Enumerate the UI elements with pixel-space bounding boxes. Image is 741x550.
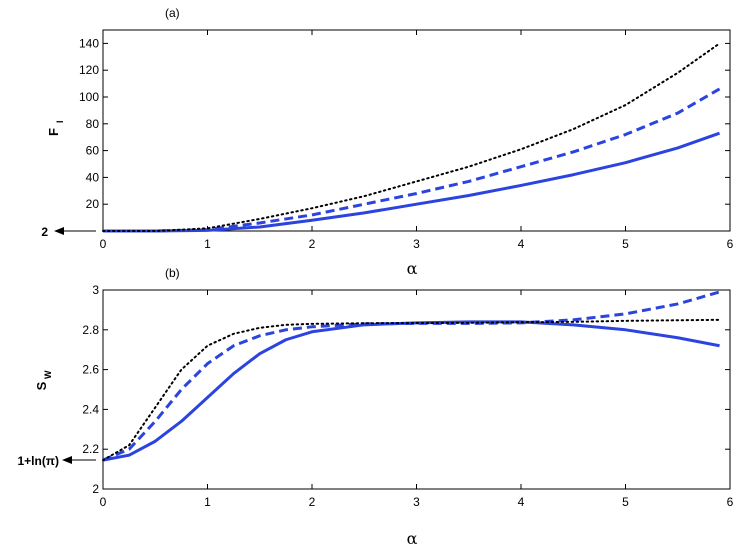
panel-b-y-tick-label: 2.8: [82, 323, 99, 337]
panel-a-x-tick-label: 5: [622, 237, 629, 251]
panel-b-x-tick-label: 2: [309, 495, 316, 509]
panel-a-x-axis-label: α: [407, 259, 418, 278]
panel-b-ticks: 0 1 2 3 4 5 6 2 2.2 2.4 2.6 2.8 3: [82, 283, 733, 509]
panel-a-x-tick-label: 4: [518, 237, 525, 251]
panel-a-series-dotted-line: [102, 42, 721, 232]
panel-b-x-tick-label: 5: [622, 495, 629, 509]
panel-a-annotation: 2: [41, 225, 48, 239]
panel-b-y-tick-label: 2.6: [82, 363, 99, 377]
panel-b-x-tick-label: 0: [100, 495, 107, 509]
panel-a-y-tick-label: 20: [86, 197, 100, 211]
panel-a-annotation-arrow: [54, 227, 96, 235]
panel-b: (b) 0 1 2 3 4 5 6 2 2.2 2.4 2.6 2.8 3 α S W 1+ln(π): [17, 266, 733, 548]
panel-a-x-tick-label: 0: [100, 237, 107, 251]
panel-a-y-tick-label: 40: [86, 170, 100, 184]
panel-b-x-tick-label: 1: [204, 495, 211, 509]
panel-b-y-axis-label-group: S W: [34, 370, 53, 390]
panel-a: (a) 0 1 2 3 4 5 6 20 40 60 80 100 120 140 α F I 2: [41, 6, 733, 278]
panel-a-x-tick-label: 3: [413, 237, 420, 251]
panel-a-frame: [102, 29, 731, 232]
panel-b-y-tick-label: 2.4: [82, 402, 99, 416]
panel-b-series: [102, 290, 721, 462]
panel-a-series-solid-line: [103, 131, 721, 233]
panel-b-annotation: 1+ln(π): [17, 454, 59, 468]
panel-b-y-tick-label: 2.2: [82, 442, 99, 456]
panel-a-series-dashed-line: [103, 87, 721, 233]
panel-a-y-axis-label-sub: I: [55, 120, 65, 123]
panel-a-y-tick-label: 100: [79, 90, 99, 104]
panel-a-y-axis-label-group: F I: [46, 120, 65, 135]
panel-b-series-dashed-line: [102, 290, 720, 462]
panel-a-y-tick-label: 140: [79, 36, 99, 50]
panel-b-y-tick-label: 2: [92, 482, 99, 496]
panel-b-x-tick-label: 6: [727, 495, 734, 509]
panel-b-series-dotted-line: [102, 318, 721, 462]
panel-a-y-tick-label: 120: [79, 63, 99, 77]
panel-b-y-axis-label: S: [34, 381, 49, 390]
panel-a-label: (a): [165, 6, 180, 20]
panel-b-label: (b): [165, 266, 180, 280]
panel-b-y-axis-label-sub: W: [43, 370, 53, 379]
panel-a-series: [102, 42, 721, 233]
panel-b-x-axis-label: α: [407, 529, 418, 548]
panel-b-annotation-arrow: [62, 456, 96, 464]
panel-b-frame: [102, 289, 731, 490]
panel-a-x-tick-label: 6: [727, 237, 734, 251]
panel-b-y-tick-label: 3: [92, 283, 99, 297]
panel-a-y-tick-label: 80: [86, 117, 100, 131]
panel-b-x-tick-label: 3: [413, 495, 420, 509]
panel-a-y-tick-label: 60: [86, 144, 100, 158]
panel-b-series-solid-line: [102, 320, 720, 462]
panel-b-x-tick-label: 4: [518, 495, 525, 509]
panel-a-x-tick-label: 1: [204, 237, 211, 251]
panel-a-y-axis-label: F: [46, 128, 61, 136]
panel-a-ticks: 0 1 2 3 4 5 6 20 40 60 80 100 120 140: [79, 30, 734, 251]
panel-a-x-tick-label: 2: [309, 237, 316, 251]
